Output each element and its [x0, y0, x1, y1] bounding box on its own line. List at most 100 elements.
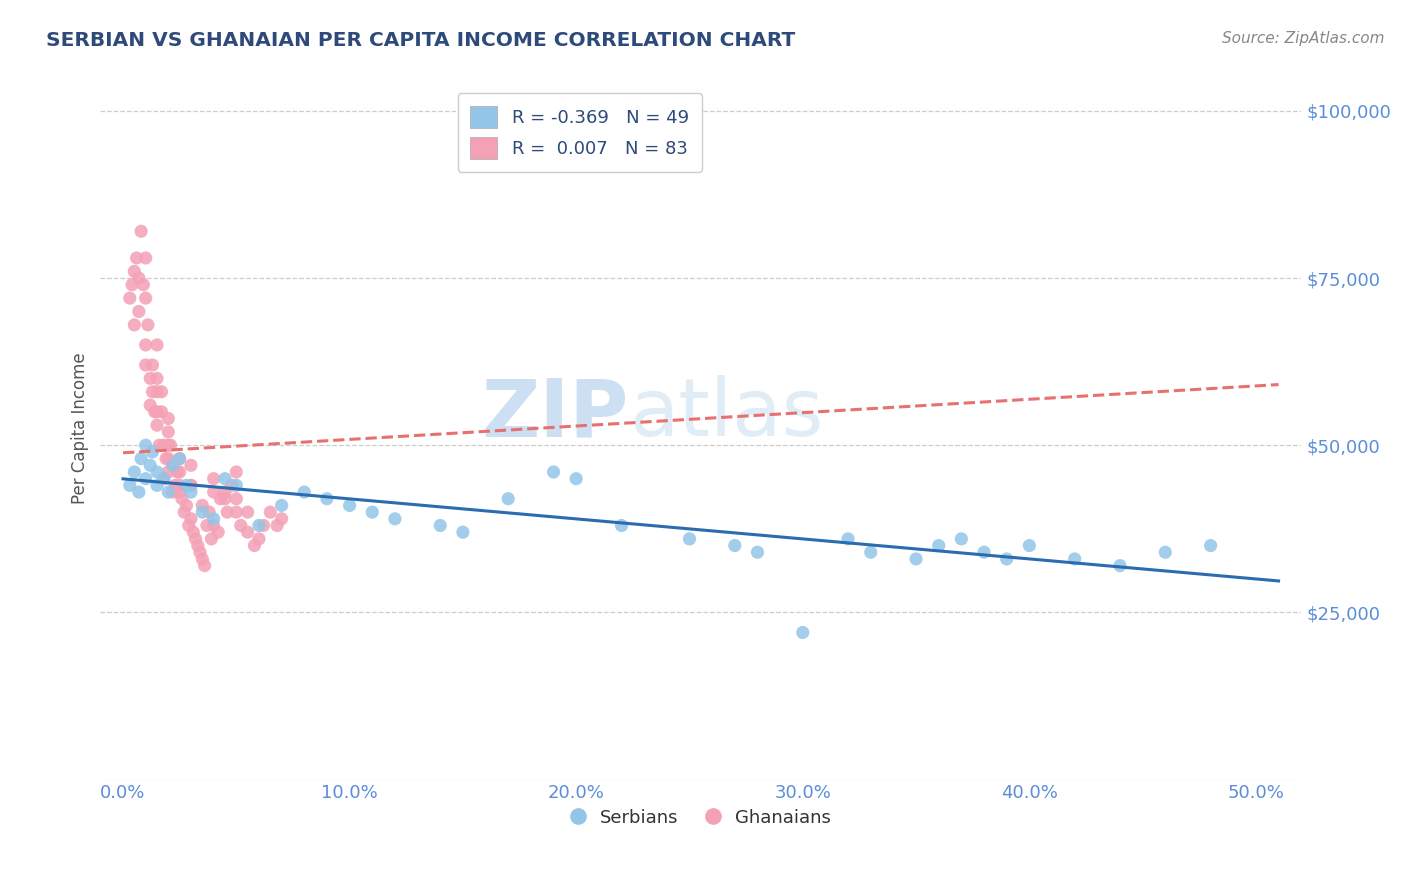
Point	[135, 438, 157, 452]
Point	[1154, 545, 1177, 559]
Point	[270, 499, 292, 513]
Point	[995, 552, 1018, 566]
Point	[135, 472, 157, 486]
Point	[128, 271, 150, 285]
Point	[339, 499, 361, 513]
Point	[146, 405, 169, 419]
Point	[118, 291, 141, 305]
Point	[384, 512, 406, 526]
Point	[146, 465, 169, 479]
Point	[316, 491, 339, 506]
Point	[217, 505, 239, 519]
Point	[194, 558, 217, 573]
Point	[747, 545, 769, 559]
Point	[135, 291, 157, 305]
Point	[150, 405, 173, 419]
Point	[202, 485, 225, 500]
Point	[496, 491, 519, 506]
Point	[837, 532, 859, 546]
Text: Source: ZipAtlas.com: Source: ZipAtlas.com	[1222, 31, 1385, 46]
Point	[152, 472, 174, 486]
Point	[191, 552, 214, 566]
Point	[177, 518, 200, 533]
Text: SERBIAN VS GHANAIAN PER CAPITA INCOME CORRELATION CHART: SERBIAN VS GHANAIAN PER CAPITA INCOME CO…	[46, 31, 796, 50]
Point	[859, 545, 882, 559]
Point	[973, 545, 995, 559]
Point	[135, 251, 157, 265]
Point	[132, 277, 155, 292]
Point	[243, 539, 266, 553]
Text: ZIP: ZIP	[481, 376, 628, 453]
Point	[129, 224, 152, 238]
Point	[214, 491, 236, 506]
Point	[146, 478, 169, 492]
Point	[209, 491, 232, 506]
Point	[200, 532, 222, 546]
Point	[157, 411, 180, 425]
Point	[229, 518, 252, 533]
Point	[125, 251, 148, 265]
Point	[207, 525, 229, 540]
Point	[152, 438, 174, 452]
Point	[169, 451, 191, 466]
Point	[180, 485, 202, 500]
Point	[135, 358, 157, 372]
Point	[146, 418, 169, 433]
Point	[266, 518, 288, 533]
Point	[361, 505, 384, 519]
Point	[162, 485, 184, 500]
Point	[165, 478, 187, 492]
Point	[610, 518, 633, 533]
Point	[202, 472, 225, 486]
Point	[143, 405, 166, 419]
Point	[176, 478, 198, 492]
Y-axis label: Per Capita Income: Per Capita Income	[72, 352, 89, 504]
Point	[180, 512, 202, 526]
Point	[928, 539, 950, 553]
Point	[141, 384, 163, 399]
Point	[150, 384, 173, 399]
Point	[124, 318, 146, 332]
Point	[678, 532, 700, 546]
Point	[252, 518, 274, 533]
Point	[1018, 539, 1040, 553]
Point	[118, 478, 141, 492]
Point	[162, 458, 184, 473]
Point	[225, 505, 247, 519]
Point	[169, 451, 191, 466]
Point	[124, 465, 146, 479]
Point	[180, 478, 202, 492]
Point	[191, 505, 214, 519]
Point	[141, 445, 163, 459]
Point	[141, 358, 163, 372]
Point	[950, 532, 973, 546]
Point	[157, 465, 180, 479]
Text: atlas: atlas	[628, 376, 823, 453]
Point	[152, 472, 174, 486]
Point	[181, 525, 204, 540]
Point	[146, 384, 169, 399]
Point	[180, 478, 202, 492]
Point	[792, 625, 814, 640]
Point	[270, 512, 292, 526]
Point	[202, 512, 225, 526]
Point	[180, 458, 202, 473]
Point	[247, 532, 270, 546]
Point	[159, 438, 181, 452]
Point	[128, 485, 150, 500]
Point	[129, 451, 152, 466]
Point	[170, 491, 193, 506]
Point	[221, 478, 243, 492]
Point	[236, 505, 259, 519]
Point	[157, 438, 180, 452]
Point	[188, 545, 211, 559]
Point	[247, 518, 270, 533]
Point	[139, 458, 162, 473]
Point	[176, 499, 198, 513]
Legend: Serbians, Ghanaians: Serbians, Ghanaians	[564, 801, 838, 834]
Point	[148, 438, 170, 452]
Point	[128, 304, 150, 318]
Point	[259, 505, 281, 519]
Point	[187, 539, 209, 553]
Point	[166, 465, 188, 479]
